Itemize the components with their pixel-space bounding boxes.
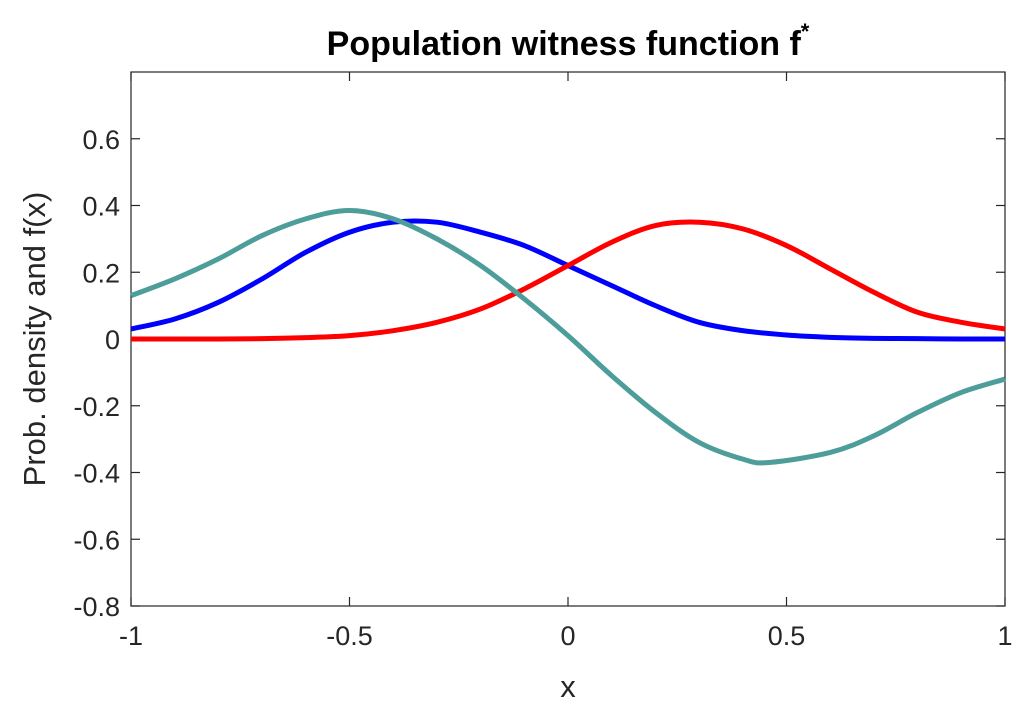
series-line-teal <box>130 208 1006 466</box>
x-axis-label: x <box>560 669 576 704</box>
chart-title: Population witness function f* <box>327 19 810 63</box>
series-line-red <box>131 219 1006 342</box>
y-tick-label: 0.6 <box>82 125 120 155</box>
y-tick-label: 0.4 <box>82 192 120 222</box>
y-axis-label: Prob. density and f(x) <box>17 192 52 487</box>
y-tick-label: 0 <box>105 325 120 355</box>
x-tick-label: -0.5 <box>326 621 373 651</box>
series-line-blue <box>130 218 1006 342</box>
x-tick-label: 1 <box>997 621 1012 651</box>
y-tick-label: -0.8 <box>73 592 120 622</box>
y-tick-label: -0.6 <box>73 525 120 555</box>
y-tick-label: 0.2 <box>82 258 120 288</box>
y-tick-label: -0.4 <box>73 459 120 489</box>
x-tick-label: 0 <box>560 621 575 651</box>
plot-area <box>130 71 1006 607</box>
y-tick-label: -0.2 <box>73 392 120 422</box>
x-tick-label: 0.5 <box>768 621 806 651</box>
x-tick-label: -1 <box>119 621 143 651</box>
